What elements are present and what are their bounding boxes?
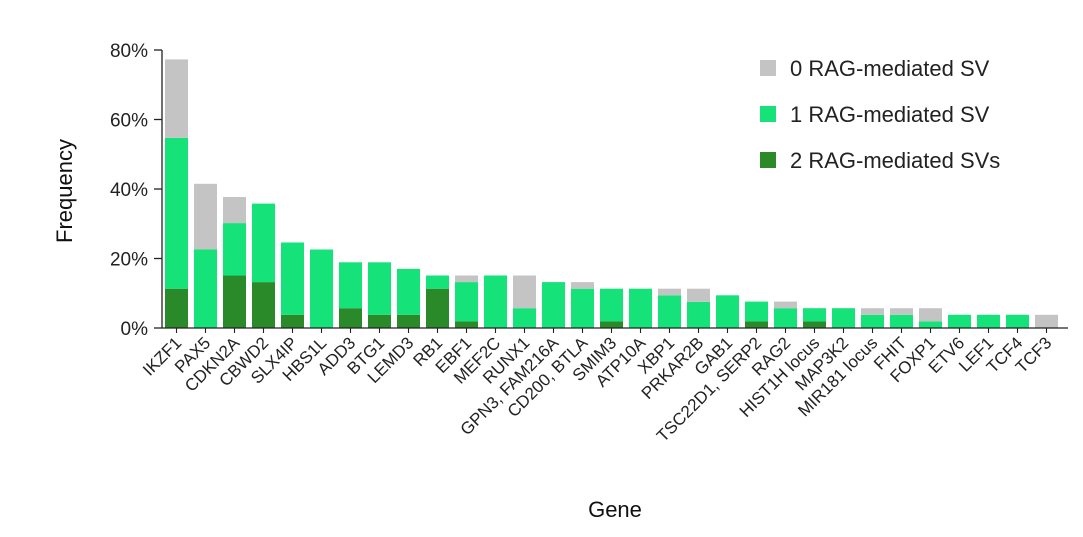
bar-segment-0sv [513,275,536,309]
bar-segment-1sv [629,288,652,328]
legend: 0 RAG-mediated SV 1 RAG-mediated SV 2 RAG-… [760,56,1000,173]
legend-swatch [760,106,776,122]
bar-segment-1sv [484,275,507,328]
y-tick-label: 60% [110,111,148,132]
bar-segment-1sv [861,314,884,328]
bar-segment-1sv [252,203,275,283]
legend-label: 0 RAG-mediated SV [790,56,990,81]
bar-segment-1sv [890,314,913,328]
y-axis-title: Frequency [52,139,77,243]
bar-segment-1sv [513,308,536,328]
bar-segment-0sv [919,308,942,322]
bar-segment-0sv [1035,314,1058,328]
bar-segment-0sv [223,197,246,224]
bar-segment-1sv [281,242,304,315]
bar-segment-1sv [948,314,971,328]
bar-segment-1sv [774,308,797,328]
bar-segment-1sv [919,321,942,328]
bar-segment-1sv [716,295,739,328]
bar-segment-0sv [165,59,188,138]
bar-segment-1sv [165,137,188,289]
legend-label: 1 RAG-mediated SV [790,102,990,127]
bar-segment-1sv [223,223,246,276]
bar-segment-0sv [194,183,217,250]
bar-segment-0sv [890,308,913,315]
bar-segment-2sv [426,288,449,328]
x-axis-title: Gene [588,497,642,522]
y-tick-label: 20% [110,250,148,271]
bar-segment-2sv [600,321,623,328]
bar-segment-0sv [571,282,594,289]
bar-segment-1sv [600,288,623,322]
y-ticks: 0% 20% 40% 60% 80% [110,41,162,340]
legend-swatch [760,152,776,168]
bar-segment-1sv [339,262,362,309]
bar-segment-0sv [658,288,681,296]
bar-segment-2sv [165,288,188,328]
bar-segment-2sv [803,321,826,328]
bar-segment-1sv [397,268,420,315]
bar-segment-2sv [745,321,768,328]
bar-segment-0sv [774,301,797,309]
bar-segment-2sv [252,282,275,328]
bar-segment-0sv [455,275,478,283]
bars-layer [165,59,1058,328]
bar-segment-1sv [194,249,217,328]
bar-segment-0sv [861,308,884,315]
legend-swatch [760,60,776,76]
bar-segment-2sv [223,275,246,328]
bar-segment-1sv [426,275,449,289]
bar-segment-2sv [368,314,391,328]
x-tick-labels: IKZF1PAX5CDKN2ACBWD2SLX4IPHBS1LADD3BTG1L… [139,328,1055,446]
bar-segment-1sv [310,249,333,328]
bar-segment-1sv [745,301,768,322]
bar-segment-1sv [571,288,594,328]
bar-segment-1sv [658,295,681,328]
bar-segment-1sv [977,314,1000,328]
y-tick-label: 0% [121,319,149,340]
bar-segment-1sv [542,282,565,328]
y-tick-label: 40% [110,180,148,201]
bar-segment-1sv [1006,314,1029,328]
y-tick-label: 80% [110,41,148,62]
bar-segment-1sv [832,308,855,328]
bar-segment-2sv [281,314,304,328]
bar-segment-2sv [397,314,420,328]
bar-segment-1sv [687,301,710,328]
bar-segment-1sv [455,282,478,322]
bar-segment-1sv [368,262,391,315]
bar-segment-1sv [803,308,826,322]
bar-segment-2sv [339,308,362,328]
legend-label: 2 RAG-mediated SVs [790,148,1000,173]
bar-segment-2sv [455,321,478,328]
bar-segment-0sv [687,288,710,302]
